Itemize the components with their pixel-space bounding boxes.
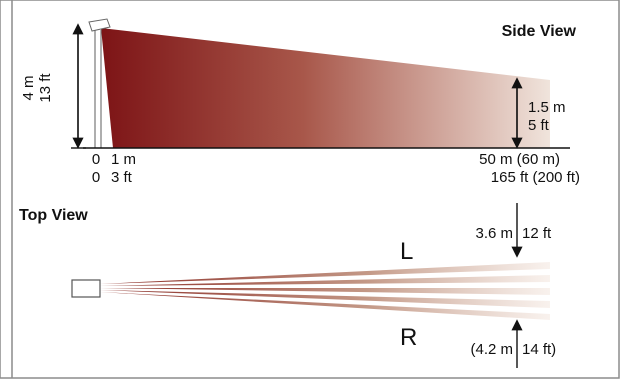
- right-label: R: [400, 324, 417, 351]
- beam-ray-5: [100, 292, 550, 320]
- axis-near-imperial: 3 ft: [111, 169, 133, 186]
- side-view-title: Side View: [502, 23, 577, 40]
- top-view-title: Top View: [19, 207, 88, 224]
- axis-start-metric: 0: [92, 151, 100, 168]
- axis-start-imperial: 0: [92, 169, 100, 186]
- target-height-metric: 1.5 m: [528, 99, 566, 116]
- axis-near-metric: 1 m: [111, 151, 136, 168]
- axis-far-imperial: 165 ft (200 ft): [491, 169, 580, 186]
- sensor-head-icon: [88, 18, 111, 32]
- width-bottom-metric: (4.2 m: [470, 341, 513, 358]
- beam-ray-3: [100, 288, 550, 295]
- width-top-metric: 3.6 m: [475, 225, 513, 242]
- height-metric-label: 4 m: [20, 75, 37, 100]
- target-height-imperial: 5 ft: [528, 117, 550, 134]
- beam-ray-4: [100, 290, 550, 308]
- sensor-box-icon: [71, 279, 101, 298]
- beam-ray-2: [100, 275, 550, 286]
- width-bottom-imperial: 14 ft): [522, 341, 556, 358]
- width-top-imperial: 12 ft: [522, 225, 552, 242]
- axis-far-metric: 50 m (60 m): [479, 151, 560, 168]
- side-beam: [101, 28, 550, 148]
- side-view: 4 m 13 ft 1.5 m 5 ft 0 0 1 m 3 ft 50 m (…: [20, 18, 580, 186]
- height-imperial-label: 13 ft: [37, 73, 54, 103]
- left-label: L: [400, 238, 413, 265]
- beam-ray-1: [100, 262, 550, 284]
- top-view: Top View L R 3.6 m 12 ft (4.2 m 14 ft): [19, 203, 556, 368]
